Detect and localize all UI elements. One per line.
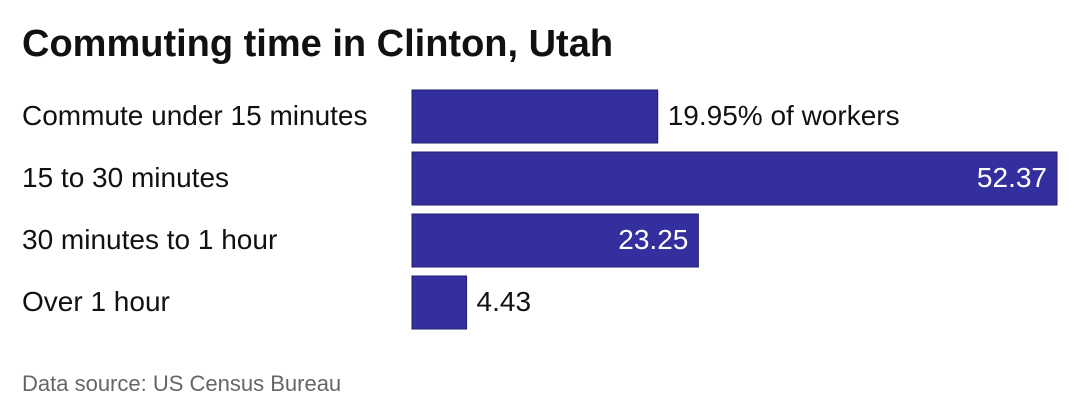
source-note: Data source: US Census Bureau xyxy=(22,371,341,396)
value-label: 52.37 xyxy=(977,162,1047,193)
bar xyxy=(411,213,699,268)
category-label: Commute under 15 minutes xyxy=(22,100,368,131)
category-label: Over 1 hour xyxy=(22,286,170,317)
chart-title: Commuting time in Clinton, Utah xyxy=(22,23,613,65)
bar xyxy=(411,151,1058,206)
value-label: 19.95% of workers xyxy=(668,100,900,131)
value-label: 4.43 xyxy=(477,286,531,317)
category-label: 30 minutes to 1 hour xyxy=(22,224,277,255)
category-label: 15 to 30 minutes xyxy=(22,162,229,193)
bar xyxy=(411,275,468,330)
value-label: 23.25 xyxy=(618,224,688,255)
bar xyxy=(411,89,659,144)
